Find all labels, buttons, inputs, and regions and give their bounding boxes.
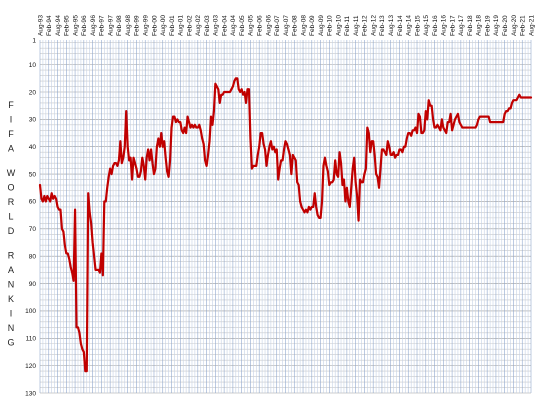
x-tick-label: Aug-20 [511, 15, 518, 36]
x-tick-label: Feb-16 [432, 15, 439, 36]
x-tick-label: Feb-99 [134, 15, 141, 36]
y-tick-label: 20 [29, 89, 37, 96]
x-tick-label: Aug-98 [125, 15, 132, 36]
x-tick-label: Aug-07 [283, 15, 290, 36]
x-tick-label: Feb-13 [379, 15, 386, 36]
y-title-letter: N [8, 323, 15, 333]
x-tick-label: Feb-10 [327, 15, 334, 36]
x-tick-label: Aug-09 [318, 15, 325, 36]
y-title-letter: O [7, 183, 14, 193]
x-tick-label: Aug-04 [230, 15, 237, 36]
y-title-letter: N [8, 280, 15, 290]
x-tick-label: Feb-97 [99, 15, 106, 36]
x-tick-label: Aug-18 [476, 15, 483, 36]
x-tick-label: Feb-00 [151, 15, 158, 36]
x-tick-label: Feb-18 [467, 15, 474, 36]
x-tick-label: Feb-96 [81, 15, 88, 36]
x-tick-label: Aug-03 [213, 15, 220, 36]
x-tick-label: Feb-02 [186, 15, 193, 36]
y-title-letter: W [7, 168, 16, 178]
x-tick-label: Feb-95 [64, 15, 71, 36]
x-tick-label: Feb-09 [309, 15, 316, 36]
y-title-letter: G [7, 338, 14, 348]
x-tick-label: Aug-94 [55, 15, 62, 36]
x-tick-label: Aug-14 [406, 15, 413, 36]
y-tick-label: 130 [25, 390, 36, 397]
x-tick-label: Feb-01 [169, 15, 176, 36]
x-tick-label: Feb-12 [362, 15, 369, 36]
x-tick-label: Feb-15 [414, 15, 421, 36]
x-tick-label: Aug-17 [458, 15, 465, 36]
y-title-letter: F [8, 129, 14, 139]
x-tick-label: Aug-11 [353, 15, 360, 36]
y-tick-label: 120 [25, 363, 36, 370]
x-tick-label: Feb-94 [46, 15, 53, 36]
y-title-letter: A [8, 144, 14, 154]
x-tick-label: Aug-16 [441, 15, 448, 36]
x-tick-label: Aug-95 [72, 15, 79, 36]
x-tick-label: Aug-21 [528, 15, 535, 36]
y-title-letter: D [8, 226, 15, 236]
x-tick-label: Feb-21 [520, 15, 527, 36]
x-axis-tick-labels: Aug-93 Feb-94 Aug-94 Feb-95 Aug-95 Feb-96 Aug-… [37, 15, 535, 36]
x-tick-label: Feb-17 [449, 15, 456, 36]
y-title-letter: I [10, 309, 13, 319]
x-tick-label: Aug-01 [178, 15, 185, 36]
x-tick-label: Aug-96 [90, 15, 97, 36]
x-tick-label: Feb-14 [397, 15, 404, 36]
x-tick-label: Aug-00 [160, 15, 167, 36]
y-tick-label: 1 [32, 37, 36, 44]
x-tick-label: Feb-11 [344, 16, 351, 36]
y-title-letter: L [8, 212, 13, 222]
y-tick-label: 110 [26, 336, 37, 343]
y-title-letter: K [8, 294, 14, 304]
y-title-letter: A [8, 265, 14, 275]
y-tick-label: 70 [29, 226, 37, 233]
y-title-letter: I [10, 115, 13, 125]
x-tick-label: Aug-99 [143, 15, 150, 36]
y-tick-label: 10 [29, 62, 37, 69]
y-tick-label: 50 [29, 171, 37, 178]
x-tick-label: Feb-06 [256, 15, 263, 36]
x-tick-label: Feb-20 [502, 15, 509, 36]
x-tick-label: Aug-15 [423, 15, 430, 36]
x-tick-label: Aug-08 [300, 15, 307, 36]
vertical-gridlines [39, 40, 532, 393]
x-tick-label: Aug-97 [107, 15, 114, 36]
x-tick-label: Aug-10 [335, 15, 342, 36]
x-tick-label: Feb-19 [484, 15, 491, 36]
x-tick-label: Feb-08 [292, 15, 299, 36]
y-tick-label: 60 [29, 199, 37, 206]
y-tick-label: 100 [25, 308, 36, 315]
x-tick-label: Aug-02 [195, 15, 202, 36]
x-tick-label: Aug-93 [37, 15, 44, 36]
x-tick-label: Feb-04 [221, 15, 228, 36]
y-tick-label: 80 [29, 253, 37, 260]
x-tick-label: Aug-19 [493, 15, 500, 36]
x-tick-label: Aug-05 [248, 15, 255, 36]
y-title-letter: R [8, 197, 15, 207]
y-title-letter: R [8, 251, 15, 261]
y-tick-label: 40 [29, 144, 37, 151]
ranking-data-points [39, 78, 532, 372]
x-tick-label: Aug-06 [265, 15, 272, 36]
x-tick-label: Feb-07 [274, 15, 281, 36]
x-tick-label: Feb-03 [204, 15, 211, 36]
x-tick-label: Feb-05 [239, 15, 246, 36]
x-tick-label: Aug-12 [370, 15, 377, 36]
y-tick-label: 30 [29, 117, 37, 124]
x-tick-label: Feb-98 [116, 15, 123, 36]
y-title-letter: F [8, 100, 14, 110]
x-tick-label: Aug-13 [388, 15, 395, 36]
y-tick-label: 90 [29, 281, 37, 288]
